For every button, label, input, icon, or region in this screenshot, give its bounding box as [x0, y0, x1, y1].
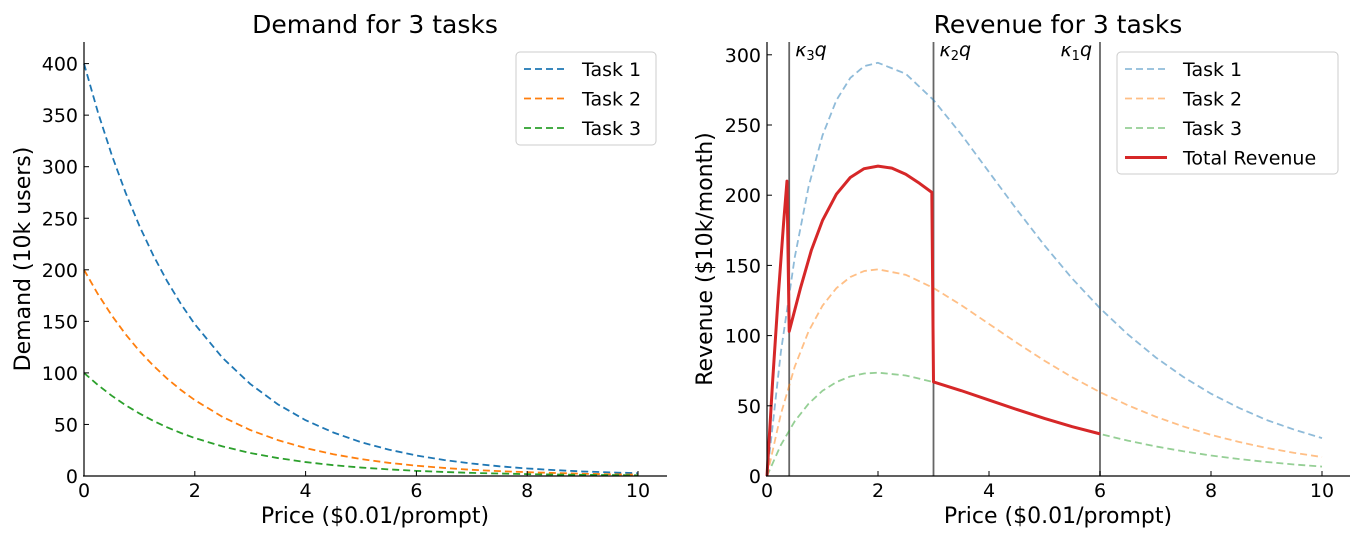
x-tick-label: 10	[626, 480, 650, 502]
y-tick-label: 350	[42, 105, 78, 127]
revenue-legend: Task 1 Task 2 Task 3 Total Revenue	[1116, 51, 1339, 175]
legend-label: Total Revenue	[1182, 148, 1316, 170]
revenue-chart-title: Revenue for 3 tasks	[934, 10, 1183, 39]
revenue-x-axis-title: Price ($0.01/prompt)	[944, 504, 1172, 529]
threshold-label-1: κ1q	[1060, 39, 1092, 64]
x-tick-label: 0	[78, 480, 90, 502]
legend-label: Task 3	[1182, 118, 1242, 140]
revenue-x-ticks: 0 2 4 6 8 10	[761, 471, 1334, 502]
x-tick-label: 6	[410, 480, 422, 502]
legend-label: Task 1	[1182, 59, 1242, 81]
x-tick-label: 10	[1310, 480, 1334, 502]
x-tick-label: 8	[521, 480, 533, 502]
y-tick-label: 100	[42, 363, 78, 385]
y-tick-label: 150	[725, 255, 761, 277]
y-tick-label: 250	[725, 115, 761, 137]
demand-series-task-3	[83, 372, 639, 477]
x-tick-label: 4	[983, 480, 995, 502]
legend-label: Task 2	[1182, 89, 1242, 111]
legend-label: Task 2	[581, 89, 641, 111]
legend-label: Task 1	[581, 59, 641, 81]
y-tick-label: 100	[725, 326, 761, 348]
y-tick-label: 250	[42, 208, 78, 230]
revenue-plot-area: κ3q κ2q κ1q	[765, 39, 1323, 477]
legend-label: Task 3	[581, 118, 641, 140]
demand-x-axis-title: Price ($0.01/prompt)	[261, 504, 489, 529]
x-tick-label: 2	[872, 480, 884, 502]
y-tick-label: 300	[42, 157, 78, 179]
demand-y-axis-title: Demand (10k users)	[11, 147, 36, 372]
demand-x-ticks: 0 2 4 6 8 10	[78, 471, 650, 502]
y-tick-label: 200	[725, 185, 761, 207]
y-tick-label: 150	[42, 311, 78, 333]
x-tick-label: 2	[189, 480, 201, 502]
revenue-legend-box	[1116, 51, 1339, 175]
y-tick-label: 50	[54, 414, 78, 436]
y-tick-label: 0	[749, 466, 761, 488]
x-tick-label: 8	[1205, 480, 1217, 502]
x-tick-label: 0	[761, 480, 773, 502]
x-tick-label: 4	[300, 480, 312, 502]
revenue-series-total-revenue	[765, 164, 1101, 477]
demand-legend-box	[515, 51, 657, 146]
demand-chart-title: Demand for 3 tasks	[252, 10, 498, 39]
revenue-chart: Revenue for 3 tasks κ3q κ2q κ1q 0 2 4 6 8 10 0 5…	[693, 10, 1350, 529]
demand-chart: Demand for 3 tasks 0 2 4 6 8 10 0 50 100 150 200 2…	[11, 10, 667, 529]
revenue-y-axis-title: Revenue ($10k/month)	[693, 132, 718, 386]
y-tick-label: 400	[42, 54, 78, 76]
y-tick-label: 200	[42, 260, 78, 282]
demand-y-ticks: 0 50 100 150 200 250 300 350 400	[42, 54, 89, 488]
revenue-y-ticks: 0 50 100 150 200 250 300	[725, 45, 772, 488]
x-tick-label: 6	[1094, 480, 1106, 502]
revenue-series-task-3	[766, 371, 1323, 477]
demand-series-task-2	[83, 269, 639, 476]
y-tick-label: 300	[725, 45, 761, 67]
revenue-series-task-1	[766, 61, 1323, 477]
revenue-series-task-2	[766, 268, 1323, 477]
threshold-label-2: κ2q	[940, 39, 972, 64]
y-tick-label: 50	[737, 396, 761, 418]
demand-legend: Task 1 Task 2 Task 3	[515, 51, 657, 146]
demand-series-task-1	[83, 63, 639, 475]
y-tick-label: 0	[66, 466, 78, 488]
threshold-label-3: κ3q	[795, 39, 827, 64]
